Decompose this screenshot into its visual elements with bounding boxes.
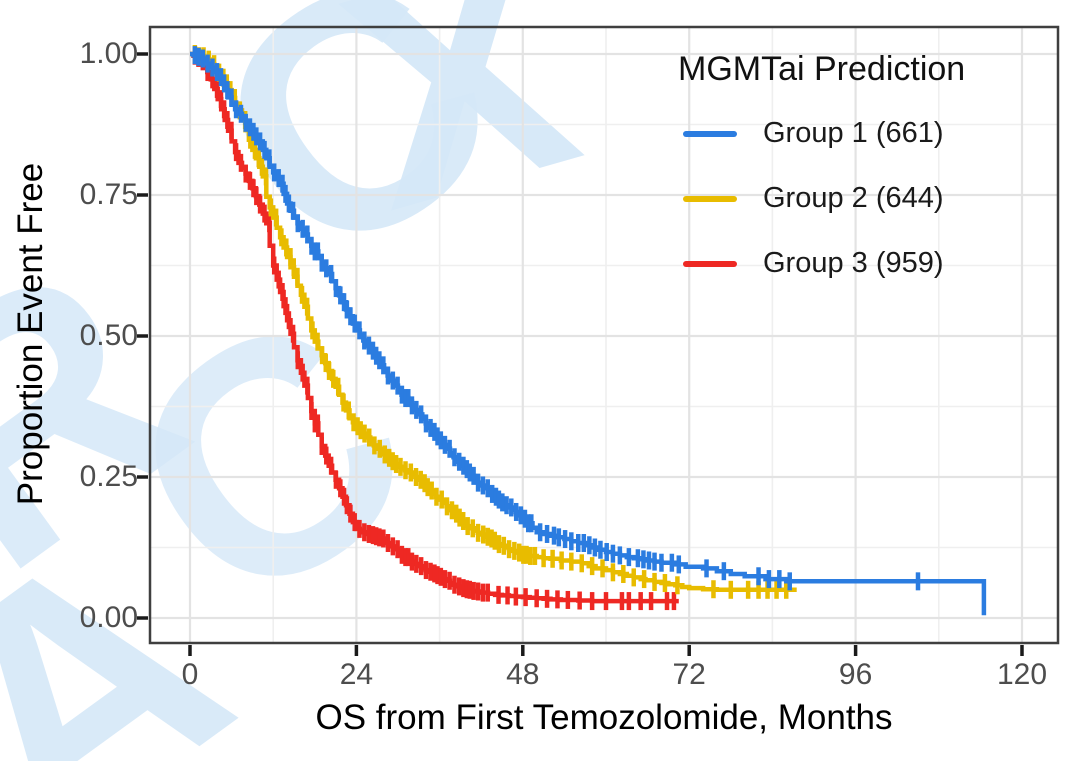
legend-title: MGMTai Prediction [678,50,966,88]
legend-entry: Group 1 (661) [676,101,965,166]
x-tick-label: 96 [838,658,873,691]
legend-key-line [683,260,737,267]
panel-border [148,25,1060,645]
y-axis-title: Proportion Event Free [11,162,50,506]
legend-key-line [683,130,737,137]
legend-key-line [683,195,737,202]
legend-entry: Group 3 (959) [676,231,965,296]
x-tick-label: 72 [672,658,706,691]
x-tick-label: 0 [181,658,199,691]
x-tick-label: 24 [339,658,374,691]
x-axis-title: OS from First Temozolomide, Months [315,698,893,737]
legend-entry-label: Group 2 (644) [763,182,944,214]
legend: MGMTai Prediction Group 1 (661) Group 2 (… [676,50,965,296]
x-tick-label: 48 [506,658,540,691]
y-tick-label: 0.50 [79,319,138,352]
legend-entry-label: Group 1 (661) [763,117,944,149]
y-tick-label: 0.00 [79,601,138,634]
y-tick-label: 0.75 [79,178,138,211]
legend-rows: Group 1 (661) Group 2 (644) Group 3 (959) [676,101,965,296]
y-tick-label: 1.00 [79,37,138,70]
legend-entry-label: Group 3 (959) [763,247,944,279]
legend-entry: Group 2 (644) [676,166,965,231]
x-tick-label: 120 [996,658,1048,691]
y-tick-label: 0.25 [79,460,138,493]
